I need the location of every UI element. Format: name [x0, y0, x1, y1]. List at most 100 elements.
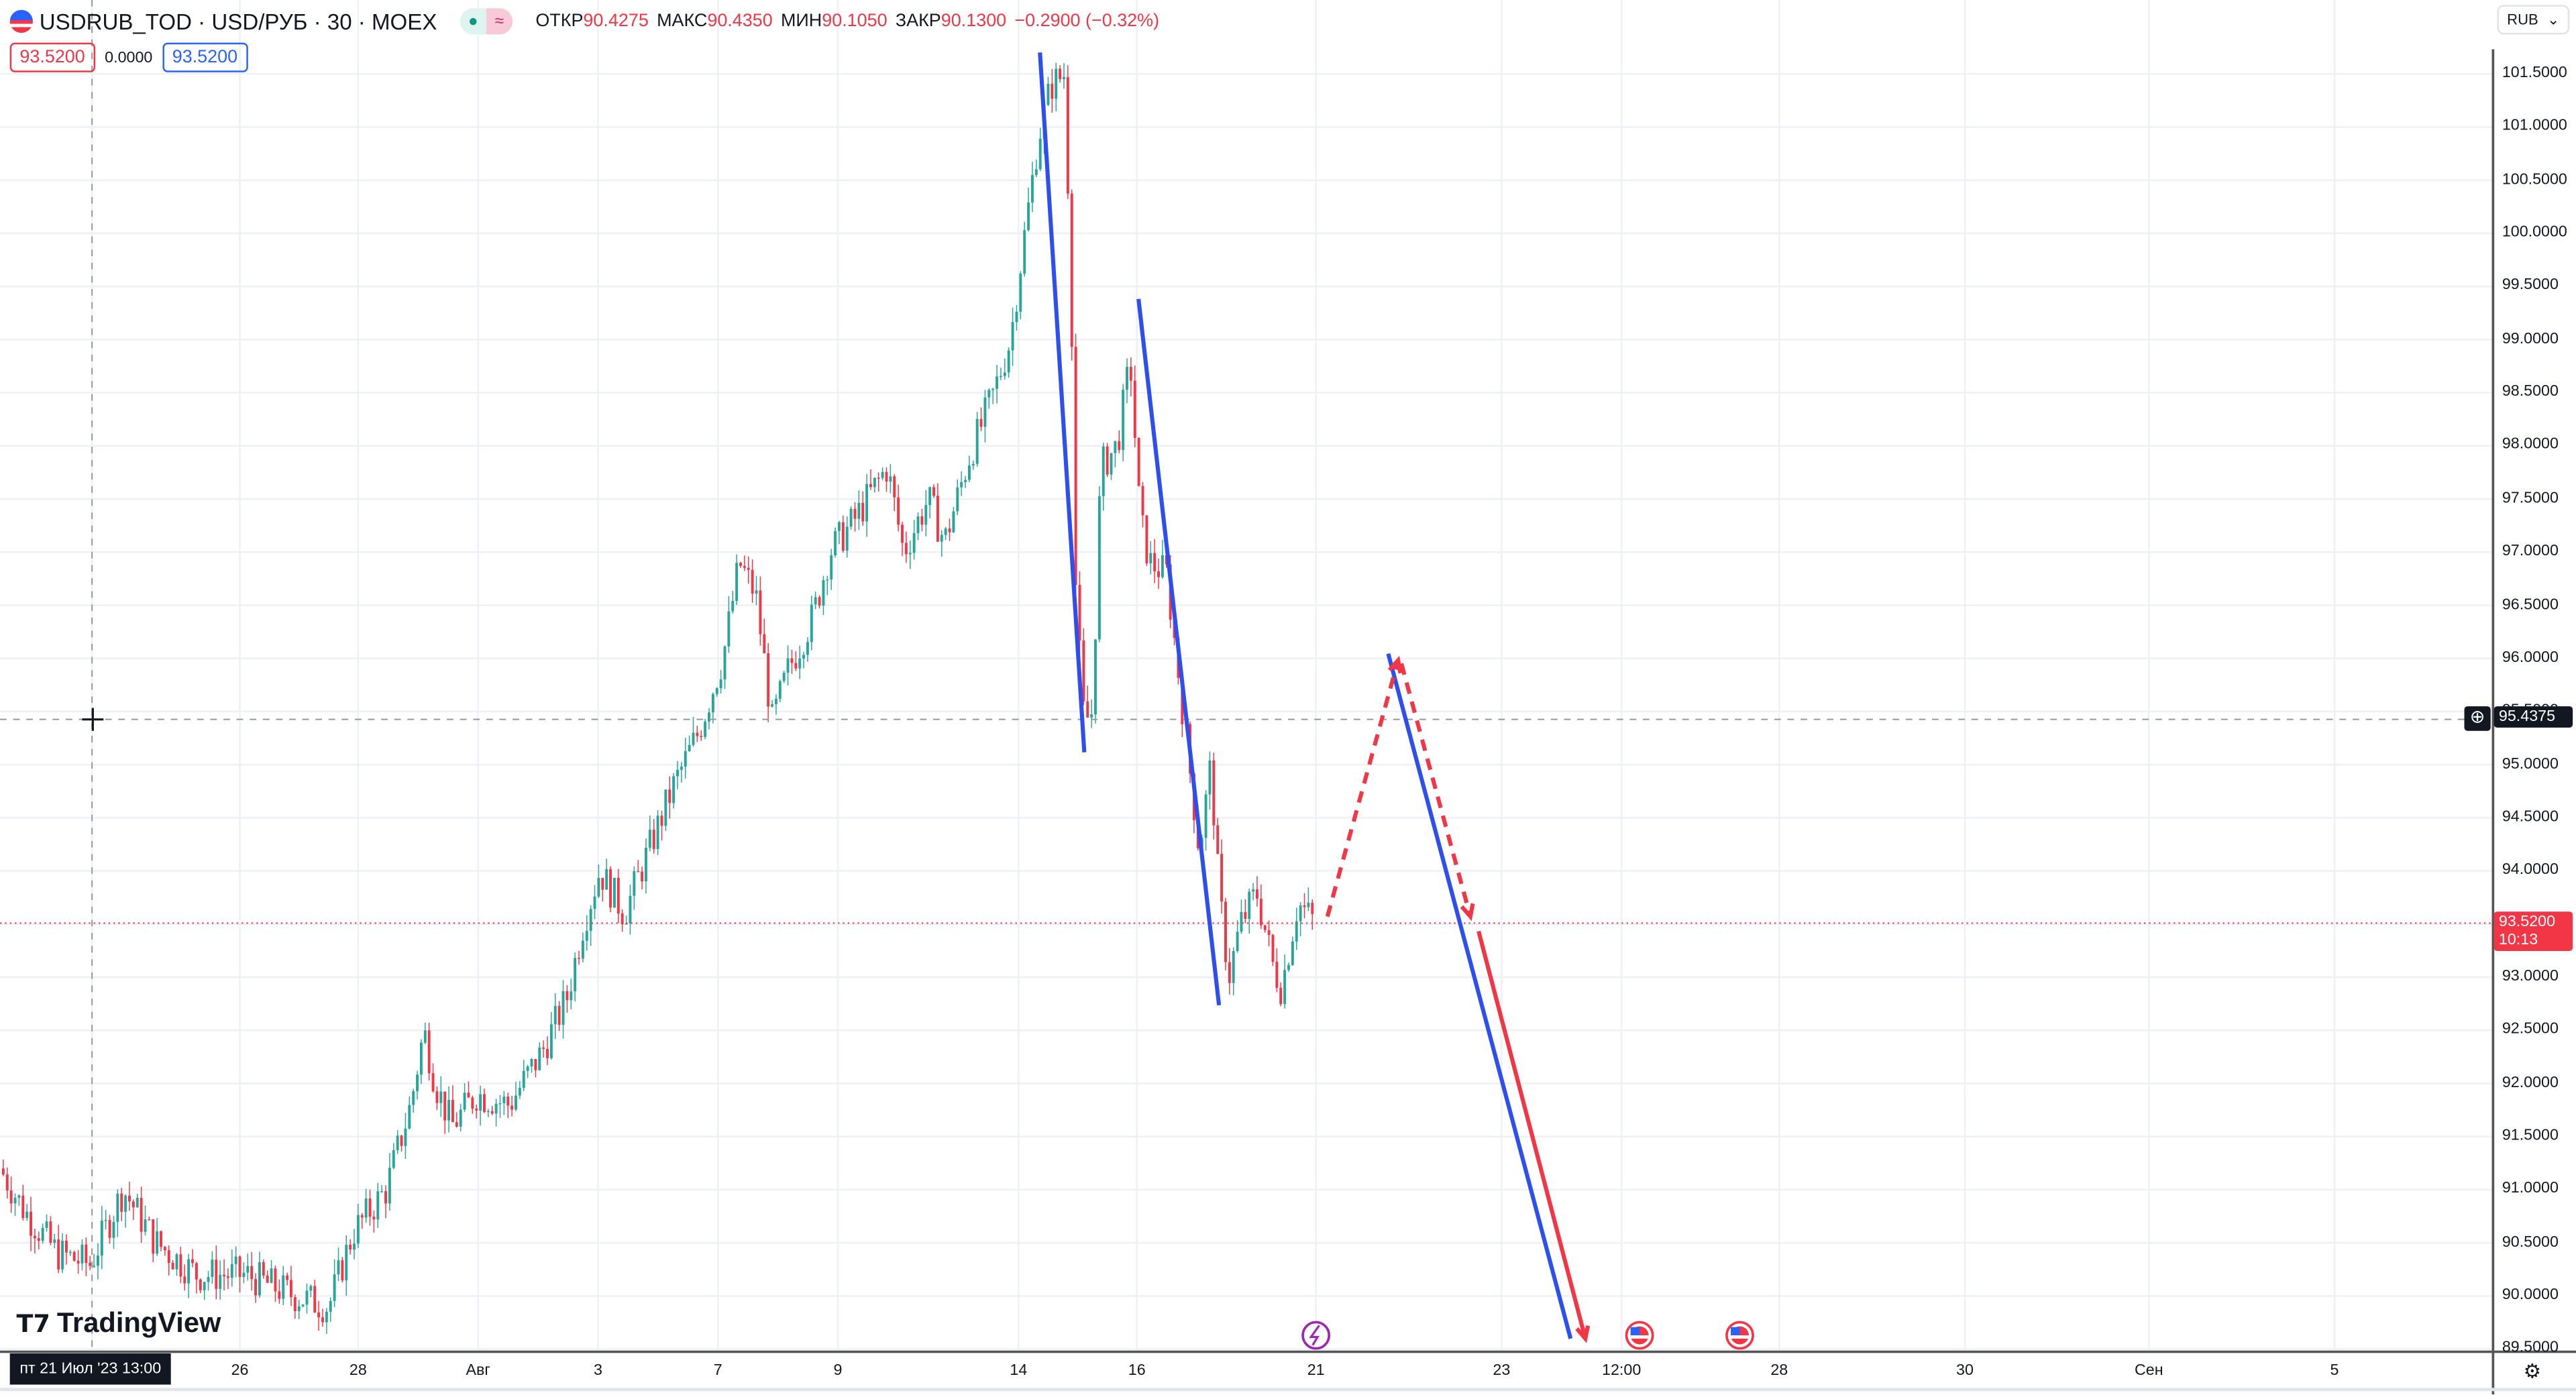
candle-body	[1122, 390, 1125, 450]
candle-body	[64, 1241, 68, 1253]
candle-body	[865, 484, 869, 522]
candle-body	[1267, 930, 1271, 936]
candle-body	[1157, 571, 1160, 577]
candle-body	[1212, 760, 1216, 826]
candle-body	[996, 376, 999, 389]
candle-body	[1303, 905, 1306, 907]
candle-body	[116, 1193, 119, 1222]
candle-body	[857, 502, 861, 519]
candle-body	[798, 658, 802, 669]
candle-body	[384, 1191, 387, 1204]
price-tick: 91.5000	[2502, 1127, 2559, 1145]
time-tick: 5	[2330, 1361, 2339, 1380]
bar-countdown: 10:13	[2498, 931, 2538, 950]
market-status[interactable]: ● ≈	[460, 8, 513, 35]
candle-body	[845, 526, 849, 551]
candle-body	[368, 1198, 372, 1217]
candle-body	[526, 1066, 529, 1071]
forecast-arrow-down-head	[1460, 903, 1475, 922]
ohlc-value: 90.1050	[822, 11, 888, 32]
candle-body	[928, 487, 932, 506]
candle-body	[136, 1198, 139, 1208]
tradingview-logo[interactable]: 𝗧𝟳 TradingView	[16, 1307, 221, 1340]
candle-body	[148, 1219, 151, 1221]
candle-body	[242, 1272, 246, 1278]
candle-body	[1259, 898, 1263, 926]
candle-body	[585, 930, 588, 941]
candle-body	[530, 1059, 533, 1067]
candle-body	[830, 555, 833, 580]
candle-body	[1291, 941, 1294, 965]
candle-body	[199, 1279, 202, 1290]
candle-body	[1090, 714, 1093, 718]
candle-body	[238, 1256, 241, 1278]
ohlc-value: 90.1300	[941, 11, 1007, 32]
candle-body	[771, 704, 773, 707]
candle-body	[936, 496, 939, 542]
candle-body	[684, 750, 687, 767]
candle-body	[692, 732, 695, 745]
interval[interactable]: 30	[327, 9, 352, 34]
candle-body	[597, 878, 600, 897]
candle-body	[1161, 555, 1164, 577]
time-tick: 3	[593, 1361, 602, 1380]
plus-circle-icon[interactable]: ⊕	[2464, 706, 2491, 731]
price-tick: 98.5000	[2502, 382, 2559, 401]
currency-button[interactable]: RUB ⌄	[2497, 5, 2570, 35]
candle-body	[747, 567, 750, 570]
symbol-name[interactable]: USDRUB_TOD	[39, 9, 192, 34]
candle-body	[72, 1251, 76, 1261]
candle-body	[1023, 230, 1026, 274]
candle-body	[790, 658, 794, 663]
candle-body	[1051, 83, 1054, 99]
candle-body	[53, 1239, 56, 1243]
price-tick: 99.0000	[2502, 329, 2559, 348]
candle-body	[443, 1091, 447, 1121]
candle-body	[49, 1221, 52, 1243]
candle-body	[964, 480, 967, 482]
candle-body	[755, 590, 758, 594]
sell-button[interactable]: 93.5200	[9, 42, 95, 72]
ohlc-value: 90.4350	[707, 11, 773, 32]
candle-body	[1228, 962, 1231, 983]
candle-body	[37, 1238, 40, 1241]
candle-body	[1074, 347, 1077, 585]
candle-body	[215, 1260, 218, 1289]
candle-body	[680, 767, 683, 770]
candle-body	[975, 418, 979, 464]
candle-body	[676, 769, 679, 777]
candle-body	[502, 1097, 506, 1103]
change-value: −0.2900 (−0.32%)	[1014, 11, 1160, 32]
buy-button[interactable]: 93.5200	[162, 42, 248, 72]
candle-body	[904, 543, 908, 555]
time-tick: 16	[1128, 1361, 1146, 1380]
candle-body	[140, 1198, 143, 1232]
candle-body	[810, 604, 813, 643]
candle-body	[427, 1030, 431, 1074]
candle-body	[89, 1263, 92, 1266]
settings-icon[interactable]: ⚙	[2523, 1359, 2542, 1384]
candle-body	[1240, 911, 1243, 932]
candle-body	[570, 991, 573, 1001]
candle-body	[404, 1128, 407, 1146]
price-tick: 94.5000	[2502, 807, 2559, 826]
candle-body	[1106, 446, 1109, 475]
ohlc-key: ОТКР	[535, 11, 584, 32]
candle-body	[633, 871, 636, 896]
candle-body	[1070, 193, 1073, 347]
candle-body	[416, 1074, 419, 1092]
candle-body	[1307, 903, 1310, 907]
candle-body	[971, 463, 975, 466]
candle-body	[834, 531, 837, 556]
time-tick: Сен	[2134, 1361, 2163, 1380]
lightning-event-icon	[1301, 1321, 1331, 1350]
trend-line	[1038, 52, 1087, 752]
candle-body	[743, 565, 746, 568]
candle-body	[889, 476, 892, 482]
candle-body	[1216, 825, 1220, 854]
price-tick: 99.5000	[2502, 276, 2559, 295]
candle-body	[5, 1174, 9, 1191]
lightning-glyph	[1309, 1325, 1320, 1346]
